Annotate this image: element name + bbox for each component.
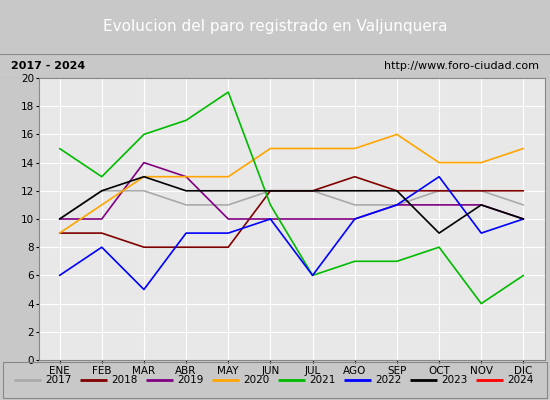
Text: 2021: 2021 — [310, 375, 336, 385]
Text: 2020: 2020 — [244, 375, 270, 385]
Text: 2017: 2017 — [46, 375, 72, 385]
Text: 2024: 2024 — [508, 375, 534, 385]
Text: 2017 - 2024: 2017 - 2024 — [11, 61, 85, 71]
Text: 2019: 2019 — [178, 375, 204, 385]
Text: 2018: 2018 — [112, 375, 138, 385]
Text: http://www.foro-ciudad.com: http://www.foro-ciudad.com — [384, 61, 539, 71]
Text: Evolucion del paro registrado en Valjunquera: Evolucion del paro registrado en Valjunq… — [103, 20, 447, 34]
Text: 2023: 2023 — [442, 375, 468, 385]
Text: 2022: 2022 — [376, 375, 402, 385]
